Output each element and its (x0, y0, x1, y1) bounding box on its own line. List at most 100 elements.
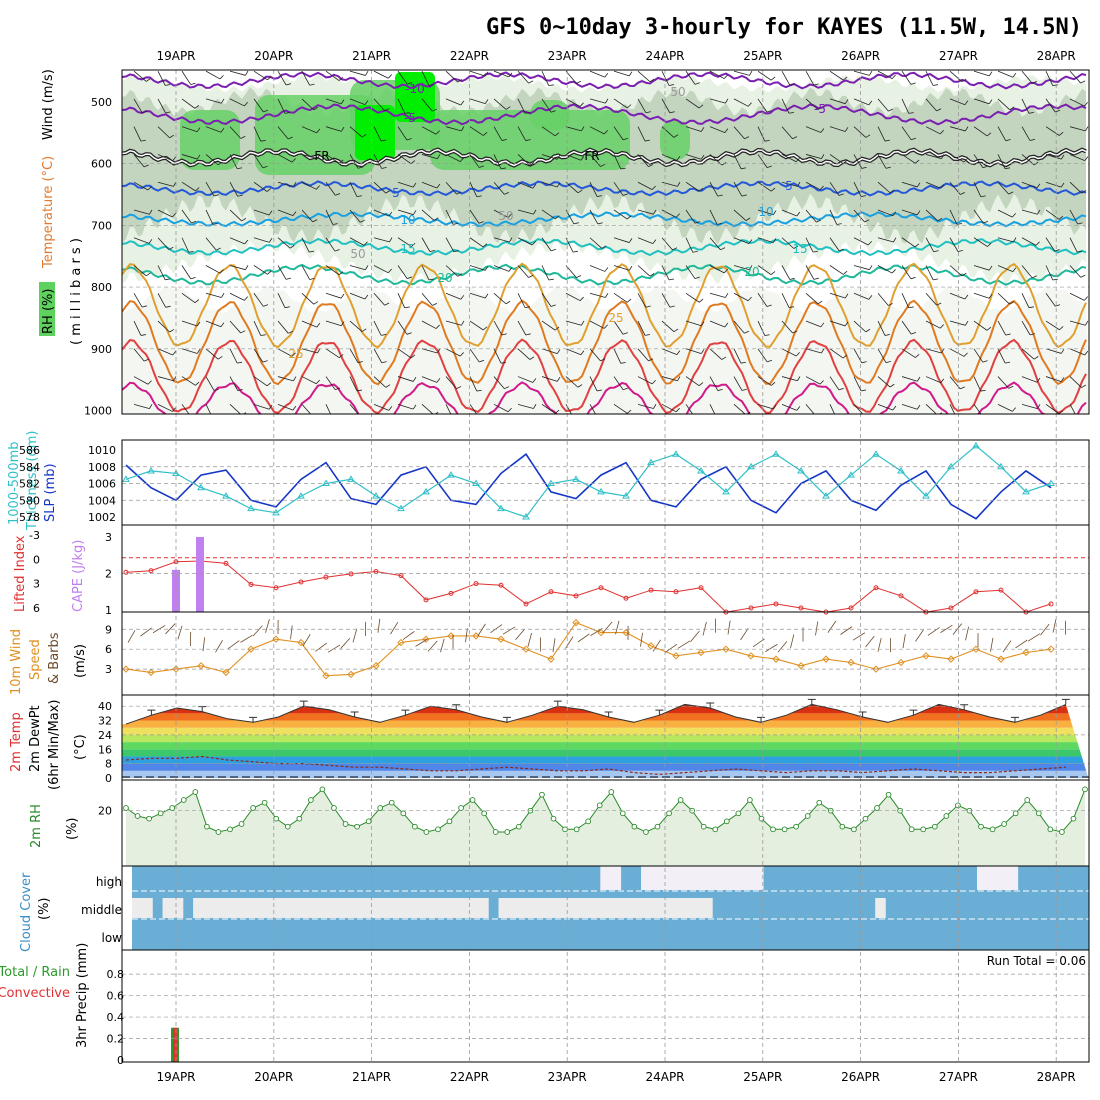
upper-wind-barb-flag (936, 108, 942, 112)
upper-wind-barb (301, 265, 311, 280)
upper-wind-barb (853, 70, 870, 76)
thickness-marker (147, 466, 155, 474)
upper-wind-barb-flag (644, 139, 651, 142)
date-label-top: 25APR (743, 49, 782, 63)
upper-wind-barb (301, 126, 317, 134)
upper-wind-barb (637, 154, 649, 167)
wind10-marker (997, 655, 1005, 663)
upper-wind-barb (709, 237, 721, 251)
upper-wind-barb-flag (266, 188, 272, 192)
upper-wind-barb-flag (676, 350, 681, 355)
upper-wind-barb-flag (885, 361, 891, 364)
date-label-top: 23APR (548, 49, 587, 63)
temp-minmax-marker (757, 716, 765, 723)
upper-wind-barb-flag (939, 129, 944, 135)
upper-wind-barb (565, 181, 579, 194)
upper-wind-barb-flag (986, 132, 992, 137)
rh-moist-area (255, 95, 375, 175)
upper-wind-barb (877, 320, 886, 336)
rh2m-marker (134, 813, 141, 819)
upper-wind-barb (325, 181, 336, 196)
date-label-bottom: 20APR (254, 1070, 293, 1084)
upper-wind-barb-flag (965, 320, 969, 326)
upper-wind-barb-flag (459, 352, 464, 357)
upper-wind-barb (1045, 126, 1060, 136)
contour-label: -10 (405, 82, 425, 96)
upper-wind-barb-flag (1032, 80, 1038, 84)
rh2m-marker (215, 829, 222, 835)
upper-wind-barb-flag (836, 223, 842, 225)
upper-wind-barb (757, 293, 768, 307)
upper-wind-barb-flag (216, 247, 221, 251)
wind10-barb (515, 628, 525, 640)
upper-wind-barb-flag (263, 304, 269, 307)
upper-wind-barb-flag (478, 221, 484, 224)
thickness-tick: 584 (19, 461, 40, 474)
upper-wind-barb-flag (724, 128, 729, 133)
upper-wind-barb-flag (576, 80, 582, 84)
upper-wind-barb-flag (651, 379, 656, 385)
upper-wind-barb (613, 154, 622, 170)
upper-wind-barb-flag (792, 136, 798, 140)
temp-tick: 0 (105, 772, 112, 785)
upper-wind-barb (781, 237, 795, 249)
cloud-cell (417, 898, 428, 918)
upper-wind-barb (805, 265, 815, 280)
upper-wind-barb (133, 237, 150, 244)
temp-label-b: 2m DewPt (28, 705, 43, 772)
isotherm-line (122, 381, 1087, 414)
wind10-marker (572, 618, 580, 627)
upper-wind-barb (349, 348, 359, 363)
upper-wind-barb-flag (556, 154, 561, 160)
upper-wind-barb (421, 126, 437, 135)
upper-wind-barb (1021, 293, 1030, 308)
upper-wind-barb-flag (453, 418, 458, 419)
upper-wind-barb (1069, 209, 1079, 225)
upper-wind-barb-flag (653, 404, 657, 409)
upper-wind-barb-flag (649, 273, 655, 277)
wind10-marker (947, 655, 955, 663)
upper-wind-barb (637, 293, 647, 308)
rh2m-marker (1001, 821, 1007, 827)
upper-wind-barb (277, 293, 286, 308)
upper-panel-ylabels: RH (%) Temperature (°C) Wind (m/s) ( m i… (39, 69, 84, 345)
upper-wind-barb (325, 126, 342, 132)
upper-wind-barb (445, 209, 454, 225)
cape-tick: 2 (105, 568, 112, 581)
upper-wind-barb (661, 320, 675, 332)
cloud-cell (274, 898, 286, 918)
upper-wind-barb (301, 181, 317, 190)
upper-wind-barb-flag (842, 354, 848, 359)
upper-wind-barb (517, 403, 534, 409)
rh2m-marker (354, 823, 360, 830)
cloud-cell (691, 898, 703, 918)
upper-wind-barb (517, 376, 534, 383)
upper-wind-barb (1069, 265, 1082, 278)
slp-label: SLP (mb) (43, 463, 58, 522)
upper-wind-barb-flag (457, 79, 463, 83)
rh2m-marker (874, 805, 880, 811)
upper-wind-barb-flag (190, 276, 196, 280)
upper-wind-barb-flag (747, 102, 752, 107)
upper-wind-barb (565, 376, 579, 388)
panel-frame (121, 69, 1090, 415)
upper-wind-barb-flag (172, 407, 176, 412)
upper-wind-barb (901, 237, 916, 248)
wind10-marker (297, 638, 305, 647)
wind10-barb (677, 640, 691, 649)
upper-wind-barb-flag (293, 376, 297, 382)
temp-band (122, 720, 1089, 728)
thickness-marker (822, 492, 830, 499)
upper-wind-barb (709, 376, 719, 391)
cape-bar (196, 537, 204, 612)
upper-wind-barb (997, 237, 1014, 243)
wind10-marker (347, 670, 355, 679)
rh-legend-swatch (39, 282, 55, 336)
upper-wind-barb (973, 376, 982, 392)
upper-wind-barb-flag (437, 154, 441, 159)
lifted-index-marker (223, 560, 229, 566)
upper-wind-barb (685, 376, 700, 387)
upper-wind-barb (493, 376, 505, 389)
upper-wind-barb-flag (645, 111, 651, 114)
upper-wind-barb-flag (910, 82, 916, 85)
